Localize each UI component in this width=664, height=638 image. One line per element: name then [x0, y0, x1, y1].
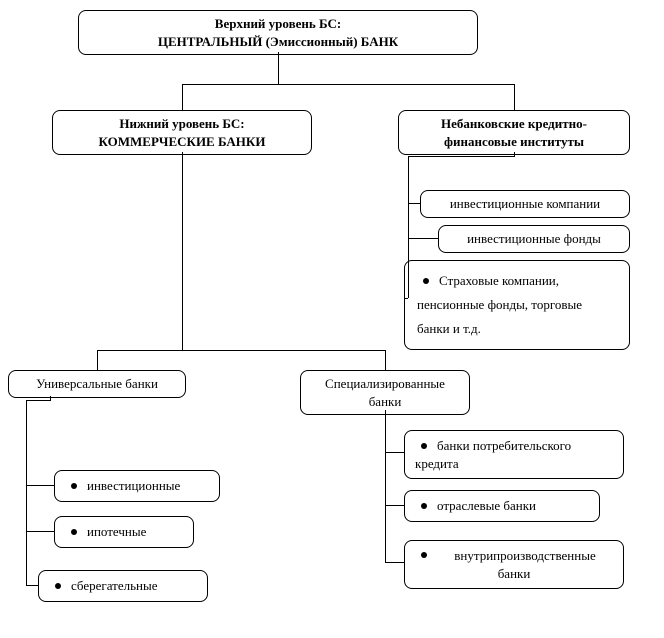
node-nb-item2: инвестиционные фонды [438, 225, 630, 253]
s-item3-text: внутрипроизводственные банки [454, 548, 595, 581]
connector-line [408, 156, 409, 298]
lower-line1: Нижний уровень БС: [119, 116, 244, 131]
specialized-line1: Специализированные [325, 376, 445, 391]
connector-line [385, 410, 386, 562]
top-line2: ЦЕНТРАЛЬНЫЙ (Эмиссионный) БАНК [158, 34, 398, 49]
connector-line [408, 203, 420, 204]
node-u-item2: ипотечные [54, 516, 194, 548]
node-lower-level: Нижний уровень БС: КОММЕРЧЕСКИЕ БАНКИ [52, 110, 312, 155]
connector-line [97, 350, 385, 351]
connector-line [182, 84, 515, 85]
connector-line [26, 400, 27, 585]
node-s-item3: внутрипроизводственные банки [404, 540, 624, 589]
universal-text: Универсальные банки [36, 376, 158, 391]
connector-line [408, 156, 515, 157]
connector-line [26, 400, 51, 401]
connector-line [514, 84, 515, 110]
s-item2-text: отраслевые банки [437, 498, 536, 513]
node-nb-item3: Страховые компании, пенсионные фонды, то… [404, 260, 630, 350]
s-item1-text: банки потребительского кредита [415, 438, 571, 471]
specialized-line2: банки [369, 394, 402, 409]
node-s-item1: банки потребительского кредита [404, 430, 624, 479]
connector-line [182, 152, 183, 350]
connector-line [97, 350, 98, 370]
connector-line [26, 585, 38, 586]
bullet-icon [421, 443, 427, 449]
nb-item3-text: Страховые компании, пенсионные фонды, то… [417, 273, 582, 336]
nonbank-line1: Небанковские кредитно- [441, 116, 587, 131]
nb-item1-text: инвестиционные компании [450, 196, 600, 211]
connector-line [385, 562, 404, 563]
connector-line [385, 505, 404, 506]
bullet-icon [423, 278, 429, 284]
node-s-item2: отраслевые банки [404, 490, 600, 522]
bullet-icon [55, 583, 61, 589]
node-nonbank: Небанковские кредитно- финансовые инстит… [398, 110, 630, 155]
node-nb-item1: инвестиционные компании [420, 190, 630, 218]
connector-line [26, 531, 54, 532]
nb-item2-text: инвестиционные фонды [467, 231, 601, 246]
node-u-item3: сберегательные [38, 570, 208, 602]
connector-line [385, 452, 404, 453]
connector-line [385, 350, 386, 370]
node-u-item1: инвестиционные [54, 470, 220, 502]
u-item3-text: сберегательные [71, 578, 158, 593]
nonbank-line2: финансовые институты [444, 134, 584, 149]
bullet-icon [71, 483, 77, 489]
connector-line [408, 238, 438, 239]
node-specialized: Специализированные банки [300, 370, 470, 415]
u-item2-text: ипотечные [87, 524, 146, 539]
node-top-level: Верхний уровень БС: ЦЕНТРАЛЬНЫЙ (Эмиссио… [78, 10, 478, 55]
bullet-icon [421, 503, 427, 509]
bullet-icon [421, 552, 427, 558]
bullet-icon [71, 529, 77, 535]
lower-line2: КОММЕРЧЕСКИЕ БАНКИ [99, 134, 266, 149]
top-line1: Верхний уровень БС: [215, 16, 341, 31]
connector-line [278, 52, 279, 84]
connector-line [182, 84, 183, 110]
u-item1-text: инвестиционные [87, 478, 180, 493]
connector-line [404, 298, 408, 299]
connector-line [26, 485, 54, 486]
node-universal: Универсальные банки [8, 370, 186, 398]
